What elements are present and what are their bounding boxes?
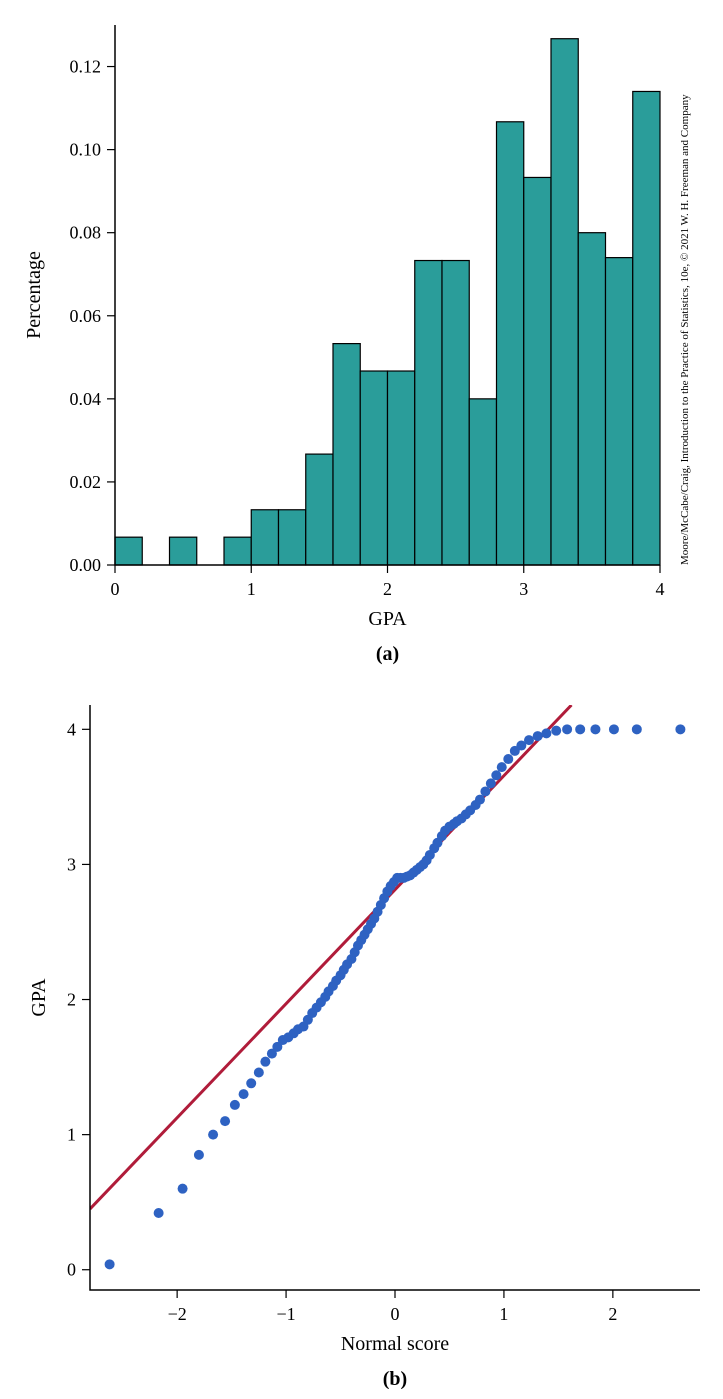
- qq-point: [541, 728, 551, 738]
- x-tick-label: 3: [519, 579, 528, 599]
- qq-point: [220, 1116, 230, 1126]
- qq-point: [497, 762, 507, 772]
- qq-axes: [90, 705, 700, 1290]
- histogram-bar: [497, 122, 524, 565]
- qq-point: [475, 795, 485, 805]
- histogram-bar: [279, 510, 306, 565]
- histogram-bar: [115, 537, 142, 565]
- qq-point: [524, 735, 534, 745]
- histogram-bar: [170, 537, 197, 565]
- qq-point: [154, 1208, 164, 1218]
- histogram-bar: [224, 537, 251, 565]
- qq-point: [486, 778, 496, 788]
- histogram-bar: [633, 91, 660, 565]
- qq-point: [260, 1057, 270, 1067]
- figure-container: 0 1 2 3 4 0.00 0.02 0.04 0.06 0.08 0.10 0.12 GPA Perc…: [10, 10, 713, 1389]
- histogram-bar: [306, 454, 333, 565]
- histogram-panel: 0 1 2 3 4 0.00 0.02 0.04 0.06 0.08 0.10 0.12 GPA Perc…: [23, 25, 691, 665]
- y-tick-label: 0.12: [70, 57, 102, 77]
- histogram-bar: [388, 371, 415, 565]
- histogram-bar: [442, 261, 469, 565]
- x-tick-label: 1: [499, 1304, 508, 1324]
- qq-point: [105, 1259, 115, 1269]
- panel-label-a: (a): [376, 643, 399, 665]
- x-tick-label: 4: [656, 579, 665, 599]
- x-tick-label: −2: [168, 1304, 187, 1324]
- y-tick-label: 4: [67, 719, 76, 739]
- histogram-bar: [415, 261, 442, 565]
- y-axis-label: GPA: [28, 978, 50, 1017]
- qq-reference-line: [90, 705, 571, 1209]
- y-tick-label: 3: [67, 854, 76, 874]
- histogram-bar: [333, 344, 360, 565]
- qqplot-panel: −2 −1 0 1 2 0 1 2 3 4 Normal score GPA (b): [28, 705, 700, 1389]
- qq-point: [480, 786, 490, 796]
- qq-point: [632, 724, 642, 734]
- y-tick-label: 0.06: [70, 306, 102, 326]
- qq-point: [178, 1184, 188, 1194]
- charts-svg: 0 1 2 3 4 0.00 0.02 0.04 0.06 0.08 0.10 0.12 GPA Perc…: [10, 10, 713, 1389]
- y-tick-label: 0.08: [70, 223, 102, 243]
- qq-point: [208, 1130, 218, 1140]
- qq-point: [491, 770, 501, 780]
- y-tick-label: 0.00: [70, 555, 102, 575]
- panel-label-b: (b): [383, 1368, 407, 1389]
- qq-point: [254, 1067, 264, 1077]
- y-tick-label: 2: [67, 990, 76, 1010]
- y-tick-label: 0.04: [70, 389, 102, 409]
- qq-point: [194, 1150, 204, 1160]
- y-tick-label: 1: [67, 1125, 76, 1145]
- qq-point: [590, 724, 600, 734]
- x-tick-label: 0: [111, 579, 120, 599]
- qq-point: [230, 1100, 240, 1110]
- qq-point: [575, 724, 585, 734]
- histogram-bar: [606, 258, 633, 565]
- y-tick-label: 0: [67, 1260, 76, 1280]
- credit-text: Moore/McCabe/Craig, Introduction to the …: [679, 94, 691, 565]
- qq-point: [246, 1078, 256, 1088]
- histogram-bar: [524, 177, 551, 565]
- histogram-bar: [551, 39, 578, 565]
- x-tick-label: 0: [391, 1304, 400, 1324]
- qq-point: [609, 724, 619, 734]
- histogram-bar: [360, 371, 387, 565]
- qq-point: [562, 724, 572, 734]
- qq-point: [503, 754, 513, 764]
- x-axis-label: GPA: [368, 608, 407, 630]
- x-tick-label: 2: [608, 1304, 617, 1324]
- x-tick-label: −1: [276, 1304, 295, 1324]
- qq-point: [533, 731, 543, 741]
- y-tick-label: 0.02: [70, 472, 102, 492]
- x-tick-label: 1: [247, 579, 256, 599]
- histogram-bar: [251, 510, 278, 565]
- x-tick-label: 2: [383, 579, 392, 599]
- y-tick-label: 0.10: [70, 140, 102, 160]
- histogram-bar: [469, 399, 496, 565]
- qq-point: [675, 724, 685, 734]
- x-axis-label: Normal score: [341, 1333, 449, 1355]
- qq-point: [551, 726, 561, 736]
- histogram-bar: [578, 233, 605, 565]
- y-axis-label: Percentage: [23, 251, 45, 339]
- qq-point: [239, 1089, 249, 1099]
